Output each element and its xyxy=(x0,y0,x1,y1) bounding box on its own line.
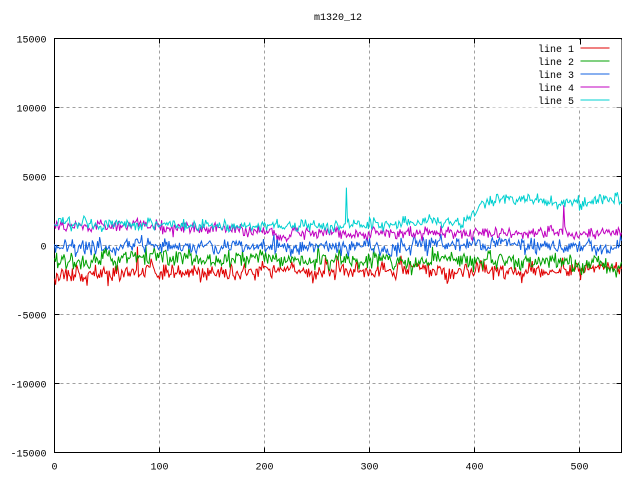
svg-text:300: 300 xyxy=(360,463,378,474)
svg-text:0: 0 xyxy=(51,463,57,474)
svg-text:15000: 15000 xyxy=(16,36,46,47)
svg-text:line 2: line 2 xyxy=(538,57,574,69)
svg-text:m1320_12: m1320_12 xyxy=(314,13,362,24)
svg-text:10000: 10000 xyxy=(16,105,46,116)
svg-text:500: 500 xyxy=(570,463,588,474)
svg-text:line 1: line 1 xyxy=(538,44,574,56)
svg-text:-5000: -5000 xyxy=(16,312,46,323)
svg-text:line 5: line 5 xyxy=(538,96,574,108)
svg-text:0: 0 xyxy=(40,243,46,254)
svg-text:400: 400 xyxy=(465,463,483,474)
svg-text:200: 200 xyxy=(255,463,273,474)
svg-text:line 3: line 3 xyxy=(538,70,574,82)
svg-text:line 4: line 4 xyxy=(538,83,574,95)
svg-text:5000: 5000 xyxy=(22,174,46,185)
svg-text:-10000: -10000 xyxy=(10,381,46,392)
svg-text:100: 100 xyxy=(150,463,168,474)
svg-text:-15000: -15000 xyxy=(10,450,46,461)
